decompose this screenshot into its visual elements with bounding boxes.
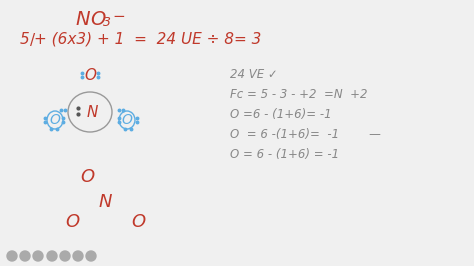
- Circle shape: [73, 251, 83, 261]
- Text: O =6 - (1+6)= -1: O =6 - (1+6)= -1: [230, 108, 332, 121]
- Text: O: O: [84, 68, 96, 83]
- Text: O  = 6 -(1+6)=  -1        —: O = 6 -(1+6)= -1 —: [230, 128, 381, 141]
- Circle shape: [7, 251, 17, 261]
- Text: O: O: [131, 213, 145, 231]
- Text: 5: 5: [20, 32, 30, 47]
- Circle shape: [60, 251, 70, 261]
- Text: 3: 3: [103, 16, 111, 29]
- Circle shape: [20, 251, 30, 261]
- Text: N: N: [75, 10, 90, 29]
- Text: O: O: [50, 113, 61, 127]
- Text: + (6x3) + 1  =  24 UE ÷ 8= 3: + (6x3) + 1 = 24 UE ÷ 8= 3: [34, 32, 261, 47]
- Text: Fc = 5 - 3 - +2  =N  +2: Fc = 5 - 3 - +2 =N +2: [230, 88, 367, 101]
- Text: −: −: [112, 9, 125, 24]
- Text: O: O: [65, 213, 79, 231]
- Text: N: N: [98, 193, 112, 211]
- Circle shape: [86, 251, 96, 261]
- Circle shape: [33, 251, 43, 261]
- Text: O: O: [80, 168, 94, 186]
- Text: /: /: [30, 33, 35, 48]
- Text: 24 VE ✓: 24 VE ✓: [230, 68, 278, 81]
- Circle shape: [47, 251, 57, 261]
- Text: O: O: [90, 10, 105, 29]
- Text: O = 6 - (1+6) = -1: O = 6 - (1+6) = -1: [230, 148, 339, 161]
- Text: O: O: [121, 113, 132, 127]
- Text: N: N: [86, 105, 98, 120]
